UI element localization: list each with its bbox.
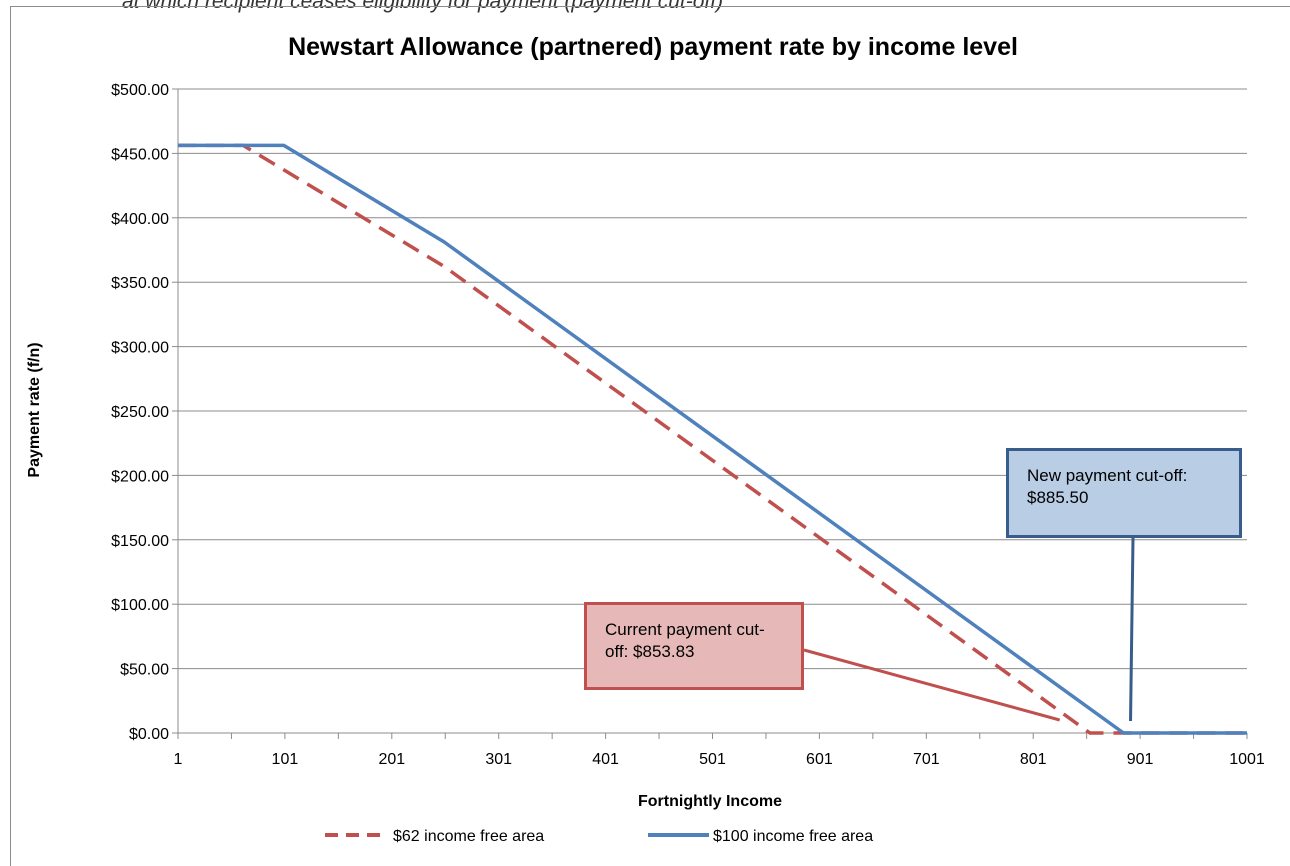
y-tick-label: $0.00 bbox=[129, 726, 169, 743]
y-tick-label: $300.00 bbox=[111, 340, 169, 357]
new-cutoff-leader bbox=[1129, 537, 1135, 722]
y-axis-ticks: $0.00 $50.00 $100.00 $150.00 $200.00 $250.00 $… bbox=[111, 82, 178, 743]
x-tick-label: 601 bbox=[806, 751, 833, 768]
y-tick-label: $450.00 bbox=[111, 146, 169, 163]
current-cutoff-leader bbox=[803, 648, 1061, 722]
y-tick-label: $500.00 bbox=[111, 82, 169, 99]
x-tick-label: 1001 bbox=[1229, 751, 1265, 768]
x-tick-label: 501 bbox=[699, 751, 726, 768]
chart-frame bbox=[10, 6, 1290, 866]
y-tick-label: $350.00 bbox=[111, 275, 169, 292]
x-tick-label: 1 bbox=[174, 751, 183, 768]
y-tick-label: $150.00 bbox=[111, 533, 169, 550]
series-lines bbox=[178, 143, 1247, 735]
current-cutoff-callout: Current payment cut-off: $853.83 bbox=[584, 602, 804, 690]
y-axis-title: Payment rate (f/n) bbox=[26, 342, 43, 477]
y-tick-label: $50.00 bbox=[120, 662, 169, 679]
y-tick-label: $100.00 bbox=[111, 597, 169, 614]
legend-label-100: $100 income free area bbox=[713, 828, 873, 845]
y-tick-label: $200.00 bbox=[111, 468, 169, 485]
y-tick-label: $250.00 bbox=[111, 404, 169, 421]
callout-leaders bbox=[803, 537, 1135, 722]
legend: $62 income free area $100 income free ar… bbox=[325, 828, 873, 845]
legend-label-62: $62 income free area bbox=[393, 828, 544, 845]
x-tick-label: 201 bbox=[378, 751, 405, 768]
x-tick-label: 701 bbox=[913, 751, 940, 768]
x-tick-label: 301 bbox=[485, 751, 512, 768]
x-tick-label: 801 bbox=[1020, 751, 1047, 768]
y-tick-label: $400.00 bbox=[111, 211, 169, 228]
new-cutoff-callout: New payment cut-off: $885.50 bbox=[1006, 448, 1242, 538]
x-tick-label: 101 bbox=[272, 751, 299, 768]
x-axis-ticks: 1 101 201 301 401 501 601 701 801 901 1001 bbox=[174, 733, 1265, 768]
x-tick-label: 901 bbox=[1127, 751, 1154, 768]
x-tick-label: 401 bbox=[592, 751, 619, 768]
chart-title: Newstart Allowance (partnered) payment r… bbox=[288, 33, 1018, 61]
x-axis-title: Fortnightly Income bbox=[638, 793, 782, 810]
series-line-1 bbox=[178, 143, 1247, 735]
